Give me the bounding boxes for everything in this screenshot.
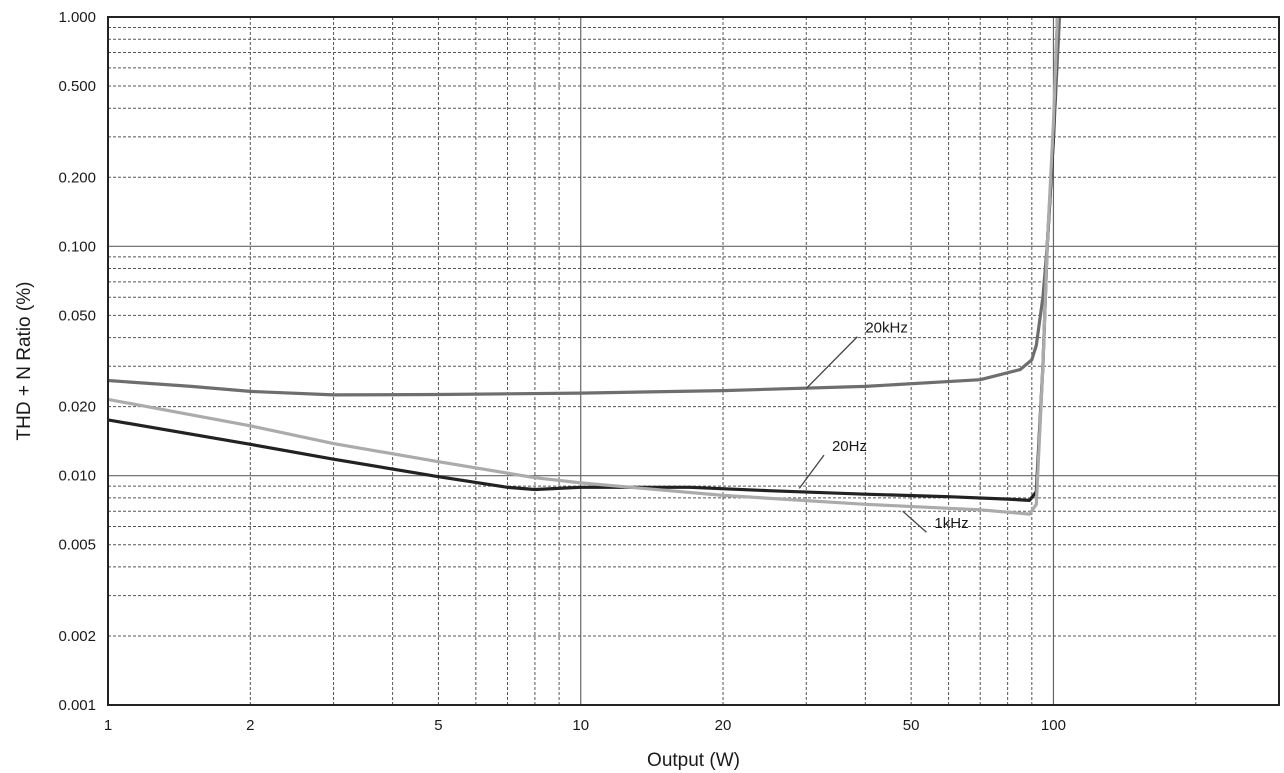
- series-labels: 20kHz 20Hz 1kHz: [798, 320, 969, 533]
- x-tick-label: 2: [246, 717, 254, 734]
- series-leader-20khz: [805, 336, 858, 389]
- y-tick-label: 0.002: [58, 628, 96, 645]
- y-tick-label: 0.005: [58, 537, 96, 554]
- x-tick-label: 100: [1041, 717, 1066, 734]
- x-tick-label: 20: [715, 717, 732, 734]
- series-label-20hz: 20Hz: [832, 438, 867, 455]
- series-label-1khz: 1kHz: [934, 515, 968, 532]
- x-tick-label: 50: [903, 717, 920, 734]
- y-tick-label: 1.000: [58, 9, 96, 26]
- series-leader-20hz: [798, 454, 825, 489]
- y-axis-title: THD + N Ratio (%): [14, 282, 35, 441]
- plot-frame: [107, 16, 1280, 706]
- series-lines: [108, 17, 1062, 516]
- series-label-20khz: 20kHz: [865, 320, 908, 337]
- y-tick-label: 0.200: [58, 169, 96, 186]
- x-axis-title: Output (W): [647, 750, 740, 771]
- series-line-1khz: [108, 17, 1060, 516]
- y-tick-labels: 0.001 0.002 0.005 0.010 0.020 0.050 0.100 0.200…: [58, 9, 96, 714]
- y-tick-label: 0.010: [58, 468, 96, 485]
- series-leader-1khz: [902, 510, 927, 533]
- y-tick-label: 0.001: [58, 697, 96, 714]
- x-tick-labels: 1 2 5 10 20 50 100: [104, 717, 1066, 734]
- x-tick-label: 5: [434, 717, 442, 734]
- y-tick-label: 0.020: [58, 399, 96, 416]
- y-tick-label: 0.500: [58, 78, 96, 95]
- y-tick-label: 0.050: [58, 307, 96, 324]
- x-tick-label: 1: [104, 717, 112, 734]
- x-tick-label: 10: [572, 717, 589, 734]
- y-tick-label: 0.100: [58, 238, 96, 255]
- grid: [108, 17, 1279, 705]
